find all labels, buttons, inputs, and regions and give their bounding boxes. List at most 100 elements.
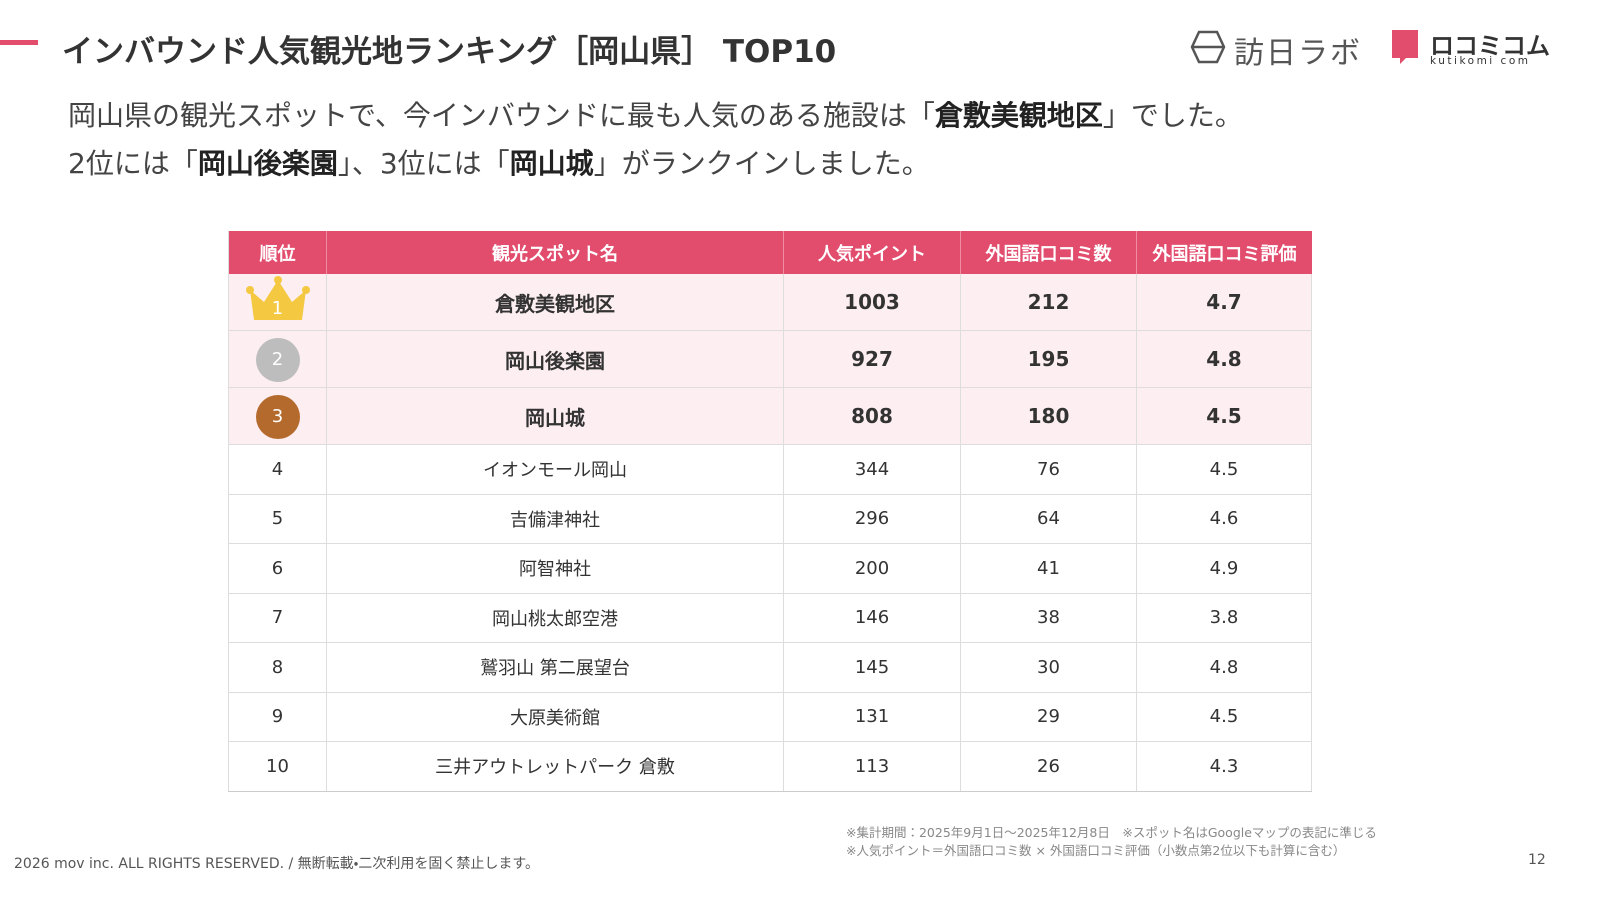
cell: 195 xyxy=(960,331,1136,387)
rank: 3 xyxy=(271,405,284,427)
table-row: 2 岡山後楽園 927 195 4.8 xyxy=(228,331,1312,388)
value: 344 xyxy=(854,458,890,480)
text: 」、3位には「 xyxy=(337,147,510,180)
cell: 岡山城 xyxy=(326,388,783,444)
cell: 7 xyxy=(228,593,326,642)
spot-name: 岡山後楽園 xyxy=(505,348,605,373)
cell: 三井アウトレットパーク 倉敷 xyxy=(326,742,783,791)
table-row: 6 阿智神社 200 41 4.9 xyxy=(228,544,1312,594)
cell: 4.7 xyxy=(1136,274,1312,330)
cell: 64 xyxy=(960,494,1136,543)
value: 4.6 xyxy=(1209,508,1239,530)
notes: ※集計期間：2025年9月1日〜2025年12月8日 ※スポット名はGoogle… xyxy=(846,824,1377,860)
cell: 岡山桃太郎空港 xyxy=(326,593,783,642)
value: 808 xyxy=(851,404,893,428)
highlight: 倉敷美観地区 xyxy=(934,99,1103,132)
summary: 岡山県の観光スポットで、今インバウンドに最も人気のある施設は「倉敷美観地区」でし… xyxy=(68,92,1243,188)
cell: 4 xyxy=(228,445,326,494)
cell: 5 xyxy=(228,494,326,543)
cell: 2 xyxy=(228,331,326,387)
cell: 8 xyxy=(228,643,326,692)
value: 3.8 xyxy=(1209,607,1239,629)
cell: 296 xyxy=(783,494,960,543)
header-row: 順位 観光スポット名 人気ポイント 外国語口コミ数 外国語口コミ評価 xyxy=(228,231,1312,274)
logo1: 訪日ラボ xyxy=(1234,36,1362,71)
rank-badge xyxy=(256,338,300,382)
logo2-sub: kutikomi com xyxy=(1430,55,1531,67)
cell: 4.5 xyxy=(1136,692,1312,741)
logo1-icon xyxy=(1190,30,1226,64)
value: 26 xyxy=(1037,755,1060,777)
value: 195 xyxy=(1027,347,1070,371)
value: 4.5 xyxy=(1209,706,1239,728)
cell: 113 xyxy=(783,742,960,791)
cell: 26 xyxy=(960,742,1136,791)
note: ※人気ポイント＝外国語口コミ数 × 外国語口コミ評価（小数点第2位以下も計算に含… xyxy=(846,843,1346,858)
summary-line: 岡山県の観光スポットで、今インバウンドに最も人気のある施設は「倉敷美観地区」でし… xyxy=(68,92,1243,140)
cell: 岡山後楽園 xyxy=(326,331,783,387)
cell: 38 xyxy=(960,593,1136,642)
cell: 200 xyxy=(783,544,960,593)
spot-name: 鷲羽山 第二展望台 xyxy=(480,658,630,680)
value: 212 xyxy=(1027,290,1070,314)
page-number: 12 xyxy=(1528,852,1546,868)
spot-name: 倉敷美観地区 xyxy=(495,291,615,316)
header-cell: 順位 xyxy=(228,231,326,274)
cell: 3.8 xyxy=(1136,593,1312,642)
header-cell: 外国語口コミ評価 xyxy=(1136,231,1312,274)
cell: 1003 xyxy=(783,274,960,330)
table-row: 4 イオンモール岡山 344 76 4.5 xyxy=(228,445,1312,495)
value: 200 xyxy=(854,557,890,579)
rank-badge xyxy=(246,276,310,320)
value: 41 xyxy=(1037,557,1060,579)
cell: イオンモール岡山 xyxy=(326,445,783,494)
table-row: 10 三井アウトレットパーク 倉敷 113 26 4.3 xyxy=(228,742,1312,792)
value: 113 xyxy=(854,755,890,777)
text: 」がランクインしました。 xyxy=(593,147,930,180)
value: 146 xyxy=(854,607,890,629)
cell: 4.8 xyxy=(1136,331,1312,387)
cell: 4.6 xyxy=(1136,494,1312,543)
table-row: 1 倉敷美観地区 1003 212 4.7 xyxy=(228,274,1312,331)
rank-badge xyxy=(256,395,300,439)
spot-name: 三井アウトレットパーク 倉敷 xyxy=(435,757,675,779)
value: 180 xyxy=(1027,404,1070,428)
spot-name: イオンモール岡山 xyxy=(483,460,627,482)
value: 38 xyxy=(1037,607,1060,629)
header-cell: 外国語口コミ数 xyxy=(960,231,1136,274)
highlight: 岡山後楽園 xyxy=(197,147,338,180)
table-row: 3 岡山城 808 180 4.5 xyxy=(228,388,1312,445)
value: 927 xyxy=(851,347,893,371)
text: 2位には「 xyxy=(68,147,198,180)
cell: 41 xyxy=(960,544,1136,593)
cell: 鷲羽山 第二展望台 xyxy=(326,643,783,692)
value: 131 xyxy=(854,706,890,728)
table-row: 7 岡山桃太郎空港 146 38 3.8 xyxy=(228,593,1312,643)
cell: 29 xyxy=(960,692,1136,741)
header-cell: 観光スポット名 xyxy=(326,231,783,274)
cell: 6 xyxy=(228,544,326,593)
rank: 4 xyxy=(271,458,284,480)
rank-circle xyxy=(256,395,300,439)
rank: 9 xyxy=(271,706,284,728)
value: 4.5 xyxy=(1209,458,1239,480)
rank: 10 xyxy=(266,755,289,777)
value: 296 xyxy=(854,508,890,530)
cell: 9 xyxy=(228,692,326,741)
cell: 4.5 xyxy=(1136,388,1312,444)
cell: 4.8 xyxy=(1136,643,1312,692)
header-cell: 人気ポイント xyxy=(783,231,960,274)
value: 1003 xyxy=(844,290,900,314)
spot-name: 岡山桃太郎空港 xyxy=(492,608,618,630)
cell: 212 xyxy=(960,274,1136,330)
note: ※集計期間：2025年9月1日〜2025年12月8日 ※スポット名はGoogle… xyxy=(846,825,1377,840)
accent-bar xyxy=(0,40,38,45)
cell: 146 xyxy=(783,593,960,642)
value: 4.3 xyxy=(1209,755,1239,777)
rank: 8 xyxy=(271,656,284,678)
cell: 4.3 xyxy=(1136,742,1312,791)
spot-name: 阿智神社 xyxy=(519,559,591,581)
cell: 大原美術館 xyxy=(326,692,783,741)
summary-line: 2位には「岡山後楽園」、3位には「岡山城」がランクインしました。 xyxy=(68,140,1243,188)
